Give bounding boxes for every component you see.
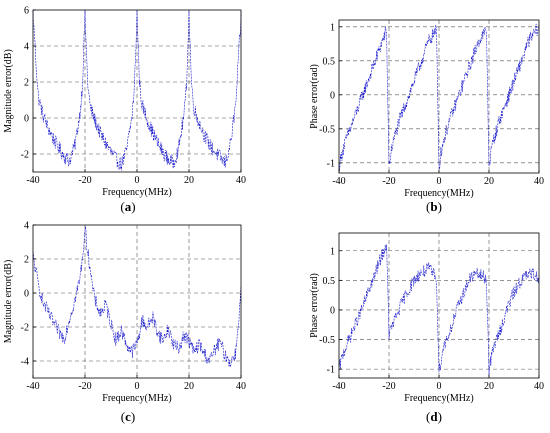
series-line — [32, 9, 242, 171]
x-tick-label: 0 — [437, 381, 442, 392]
chart-panel-b: -40 -20 0 20 40 -1 -0.5 0 0.5 1 Frequency(MHz) Phas… — [309, 19, 544, 214]
x-tick-label: -20 — [78, 175, 91, 186]
panel-caption-a: (a) — [120, 199, 135, 214]
x-tick-label: 40 — [236, 381, 246, 392]
x-tick-label: 20 — [484, 176, 494, 187]
chart-panel-d: -40 -20 0 20 40 -1 -0.5 0 0.5 1 Frequency(MHz) Phas… — [309, 232, 544, 424]
y-tick-label: -2 — [21, 323, 29, 334]
chart-panel-c: -40 -20 0 20 40-4-2024Frequency(MHz)Magnitud… — [3, 221, 246, 425]
chart-panel-a: -40 -20 0 20 40-20246Frequency(MHz)Magnitude… — [3, 6, 246, 215]
series-line — [338, 244, 540, 376]
x-axis-label: Frequency(MHz) — [404, 393, 473, 404]
y-tick-label: 2 — [24, 78, 29, 89]
x-tick-label: -40 — [332, 176, 345, 187]
panel-caption-b: (b) — [426, 199, 442, 214]
x-tick-label: 0 — [437, 176, 442, 187]
x-tick-label: -40 — [26, 381, 39, 392]
y-axis-label: Magnitude error(dB) — [3, 260, 14, 344]
x-axis-label: Frequency(MHz) — [102, 187, 171, 198]
panel-caption-d: (d) — [426, 409, 442, 424]
x-tick-label: -20 — [78, 381, 91, 392]
y-tick-label: -0.5 — [319, 335, 335, 346]
y-tick-label: 2 — [24, 255, 29, 266]
x-tick-label: 20 — [484, 381, 494, 392]
y-tick-label: 4 — [24, 42, 29, 53]
y-tick-label: 1 — [330, 246, 335, 257]
y-tick-label: -1 — [327, 365, 335, 376]
y-tick-label: 0 — [24, 114, 29, 125]
x-tick-label: 40 — [534, 381, 544, 392]
y-tick-label: 0.5 — [323, 56, 336, 67]
y-tick-label: 0 — [330, 90, 335, 101]
x-tick-label: 20 — [184, 175, 194, 186]
y-tick-label: -1 — [327, 158, 335, 169]
x-tick-label: 40 — [236, 175, 246, 186]
y-tick-label: 4 — [24, 221, 29, 232]
series-line — [338, 22, 540, 172]
series-line — [32, 226, 242, 368]
x-tick-label: -40 — [332, 381, 345, 392]
y-axis-label: Magnitude error(dB) — [3, 49, 14, 133]
x-tick-label: 0 — [135, 175, 140, 186]
y-tick-label: -4 — [21, 357, 29, 368]
y-axis-label: Phase error(rad) — [309, 64, 320, 129]
x-tick-label: -20 — [382, 176, 395, 187]
y-tick-label: -0.5 — [319, 124, 335, 135]
y-tick-label: 1 — [330, 22, 335, 33]
x-axis-label: Frequency(MHz) — [404, 188, 473, 199]
y-tick-label: 0 — [24, 289, 29, 300]
x-tick-label: 40 — [534, 176, 544, 187]
y-tick-label: 6 — [24, 6, 29, 17]
y-tick-label: -2 — [21, 150, 29, 161]
x-axis-label: Frequency(MHz) — [102, 393, 171, 404]
x-tick-label: -40 — [26, 175, 39, 186]
y-tick-label: 0 — [330, 305, 335, 316]
x-tick-label: 20 — [184, 381, 194, 392]
y-axis-label: Phase error(rad) — [309, 273, 320, 338]
panel-caption-c: (c) — [121, 409, 135, 424]
y-tick-label: 0.5 — [323, 276, 336, 287]
x-tick-label: 0 — [135, 381, 140, 392]
x-tick-label: -20 — [382, 381, 395, 392]
